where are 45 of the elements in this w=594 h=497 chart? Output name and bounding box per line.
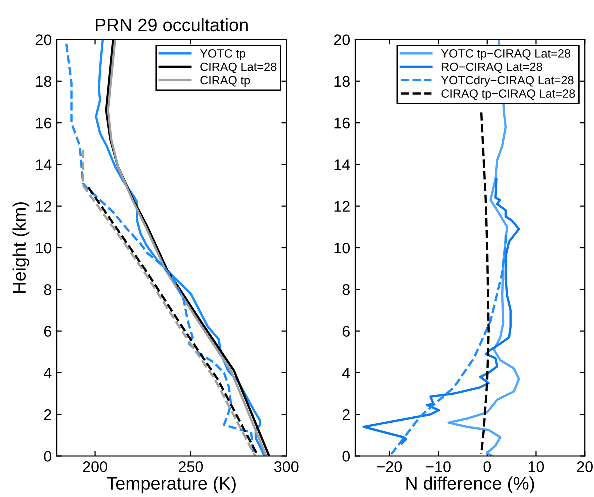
y-tick-label: 20 <box>334 34 350 46</box>
y-tick-label: 10 <box>36 242 52 254</box>
y-tick-label: 4 <box>342 368 350 378</box>
x-axis-title: N difference (%) <box>406 476 534 494</box>
line-series <box>87 186 260 456</box>
y-tick-label: 0 <box>342 451 350 462</box>
x-tick-label: 10 <box>528 462 544 472</box>
y-tick-label: 0 <box>44 451 52 462</box>
y-tick-label: 8 <box>44 284 52 296</box>
x-tick-label: 300 <box>274 462 299 472</box>
chart-title: PRN 29 occultation <box>96 18 248 32</box>
y-tick-label: 20 <box>36 34 52 46</box>
legend-label: YOTC tp <box>200 50 246 60</box>
line-series <box>362 178 520 445</box>
legend-label: YOTC tp−CIRAQ Lat=28 <box>441 50 571 60</box>
legend-label: YOTCdry−CIRAQ Lat=28 <box>441 76 574 87</box>
legend-label: CIRAQ Lat=28 <box>200 62 277 74</box>
y-tick-label: 12 <box>334 201 350 212</box>
y-tick-label: 12 <box>36 201 52 212</box>
x-tick-label: −10 <box>426 462 451 472</box>
legend-label: CIRAQ tp <box>200 76 250 87</box>
x-tick-label: 20 <box>577 462 593 472</box>
y-tick-label: 10 <box>334 242 350 254</box>
legend-label: RO−CIRAQ Lat=28 <box>442 62 542 74</box>
line-series <box>82 149 257 456</box>
y-tick-label: 14 <box>36 160 52 170</box>
line-series <box>389 234 508 456</box>
legend-label: CIRAQ tp−CIRAQ Lat=28 <box>442 90 576 100</box>
y-tick-label: 2 <box>44 409 52 420</box>
y-tick-label: 16 <box>334 118 350 129</box>
y-tick-label: 6 <box>342 326 350 337</box>
x-tick-label: 200 <box>83 462 108 472</box>
x-tick-label: 250 <box>178 462 204 472</box>
y-tick-label: 16 <box>36 118 52 129</box>
x-axis-title: Temperature (K) <box>107 476 236 494</box>
y-tick-label: 6 <box>44 326 52 337</box>
y-axis-title: Height (km) <box>12 202 30 294</box>
y-tick-label: 4 <box>44 368 52 378</box>
y-tick-label: 18 <box>36 76 52 88</box>
x-tick-label: −20 <box>377 462 402 472</box>
y-tick-label: 8 <box>342 284 350 296</box>
y-tick-label: 2 <box>342 409 350 420</box>
y-tick-label: 18 <box>334 76 350 88</box>
x-tick-label: 0 <box>484 462 492 472</box>
y-tick-label: 14 <box>334 160 350 170</box>
